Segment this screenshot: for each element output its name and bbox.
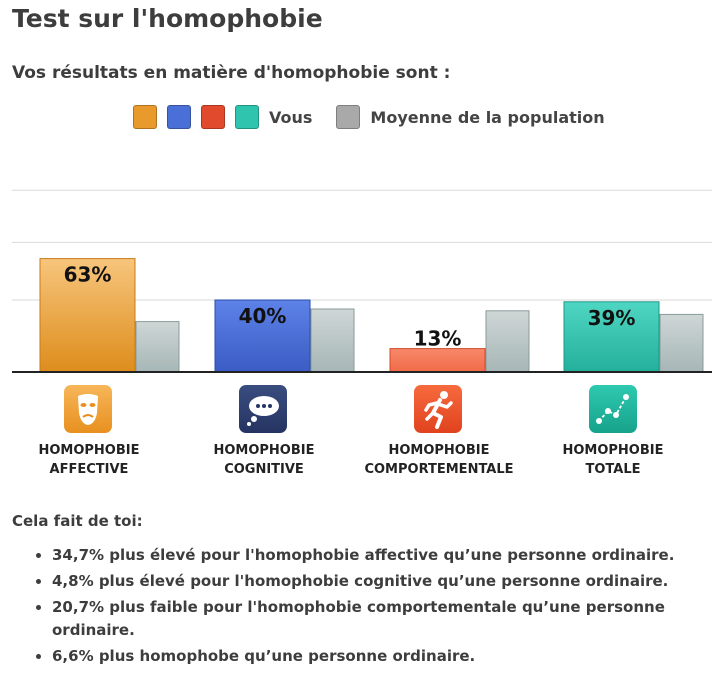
bar-you — [39, 258, 136, 373]
results-list: 34,7% plus élevé pour l'homophobie affec… — [12, 544, 712, 668]
chart-bars — [39, 258, 704, 373]
legend-swatch-cognitive — [167, 105, 191, 129]
category-label: HOMOPHOBIE — [562, 443, 663, 458]
result-item: 4,8% plus élevé pour l'homophobie cognit… — [52, 570, 712, 593]
bar-you — [563, 301, 660, 373]
category-label: HOMOPHOBIE — [213, 443, 314, 458]
category-label: HOMOPHOBIE — [38, 443, 139, 458]
bar-average — [310, 308, 355, 373]
result-item: 34,7% plus élevé pour l'homophobie affec… — [52, 544, 712, 567]
result-item: 6,6% plus homophobe qu’une personne ordi… — [52, 645, 712, 668]
category-label: AFFECTIVE — [50, 462, 129, 477]
chart-legend: Vous Moyenne de la population — [133, 104, 605, 130]
bar-value-label: 40% — [239, 304, 287, 328]
thought-bubble-icon — [239, 385, 287, 433]
legend-swatch-average — [336, 105, 361, 129]
results-section: Cela fait de toi: 34,7% plus élevé pour … — [12, 512, 712, 671]
chart-category-labels: HOMOPHOBIE AFFECTIVE HOMOPHOBIE COGNITIVE HO… — [38, 443, 663, 477]
legend-label-you: Vous — [269, 107, 313, 127]
legend-swatch-affective — [133, 105, 157, 129]
bar-average — [135, 321, 180, 373]
category-label: TOTALE — [585, 462, 640, 477]
category-label: HOMOPHOBIE — [388, 443, 489, 458]
category-label: COMPORTEMENTALE — [364, 462, 513, 477]
theater-mask-icon — [64, 385, 112, 433]
legend-label-average: Moyenne de la population — [370, 107, 605, 127]
chart-value-labels: 63% 40% 13% 39% — [64, 263, 636, 351]
bar-average — [659, 313, 704, 373]
bar-value-label: 13% — [414, 327, 462, 351]
legend-swatch-comportementale — [201, 105, 225, 129]
legend-swatch-totale — [235, 105, 259, 129]
category-label: COGNITIVE — [224, 462, 304, 477]
line-graph-icon — [589, 385, 637, 433]
results-title: Cela fait de toi: — [12, 512, 143, 530]
bar-value-label: 39% — [588, 306, 636, 330]
page-subtitle: Vos résultats en matière d'homophobie so… — [12, 63, 451, 83]
bar-chart: 63%40%13%39% HOMOPHOBIEAFFECTIVEHOMOPHOB… — [12, 189, 712, 477]
result-item: 20,7% plus faible pour l'homophobie comp… — [52, 596, 712, 642]
running-person-icon — [414, 385, 462, 433]
page-title: Test sur l'homophobie — [12, 4, 323, 33]
bar-you — [389, 348, 486, 373]
bar-average — [485, 310, 530, 373]
bar-value-label: 63% — [64, 263, 112, 287]
